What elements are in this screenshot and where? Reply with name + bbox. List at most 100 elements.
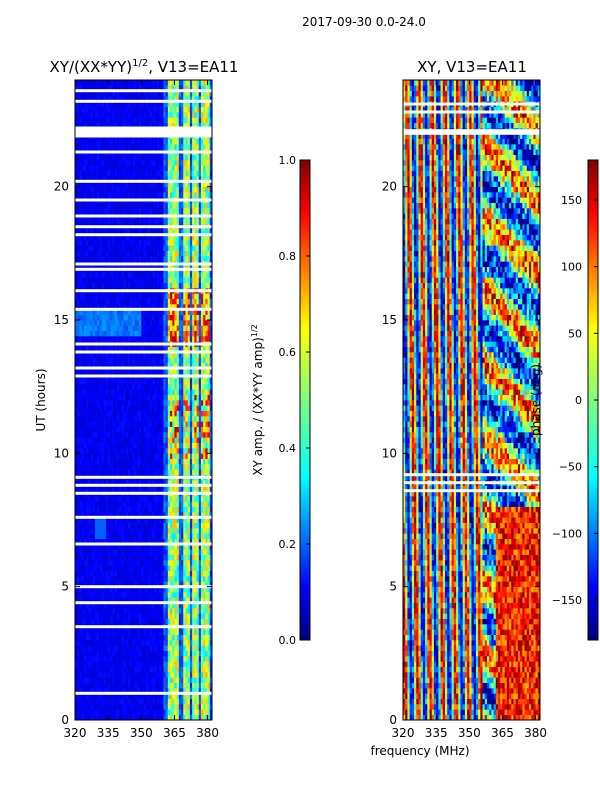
heat-cell <box>128 426 131 433</box>
heat-cell <box>99 330 102 337</box>
heat-cell <box>203 677 206 683</box>
heat-cell <box>185 426 188 433</box>
heat-cell <box>99 688 102 694</box>
heat-cell <box>134 698 138 705</box>
heat-cell <box>172 645 175 651</box>
heat-cell <box>165 640 169 646</box>
heat-cell <box>152 330 155 337</box>
heat-cell <box>176 501 180 507</box>
heat-cell <box>200 464 204 470</box>
heat-cell <box>90 661 93 667</box>
heat-cell <box>172 597 175 603</box>
heat-cell <box>209 656 213 662</box>
heat-cell <box>79 688 82 694</box>
heat-cell <box>189 405 193 411</box>
heat-cell <box>81 602 85 609</box>
heat-cell <box>108 362 111 369</box>
heat-cell <box>136 629 140 635</box>
heat-cell <box>172 672 175 678</box>
heat-cell <box>145 704 149 710</box>
heat-cell <box>185 336 188 342</box>
heat-cell <box>79 448 82 454</box>
heat-cell <box>154 672 158 678</box>
heat-cell <box>154 704 158 710</box>
heat-cell <box>187 661 191 667</box>
heat-cell <box>165 469 169 475</box>
heat-cell <box>203 528 206 534</box>
heat-cell <box>161 357 164 363</box>
heat-cell <box>183 512 186 518</box>
heat-cell <box>88 693 91 699</box>
heat-cell <box>200 581 204 587</box>
heat-cell <box>94 464 98 470</box>
heat-cell <box>77 320 80 326</box>
heat-cell <box>163 330 166 337</box>
heat-cell <box>125 464 129 470</box>
heat-cell <box>183 672 186 678</box>
heat-cell <box>174 560 177 566</box>
heat-cell <box>163 501 166 507</box>
heat-cell <box>161 378 164 385</box>
heat-cell <box>81 346 85 353</box>
heat-cell <box>183 357 186 363</box>
heat-cell <box>143 293 147 299</box>
heat-cell <box>90 506 93 513</box>
heat-cell <box>163 650 166 657</box>
heat-cell <box>192 421 195 427</box>
heat-cell <box>90 608 93 614</box>
heat-cell <box>97 592 100 598</box>
heat-cell <box>94 544 98 550</box>
heat-cell <box>167 698 171 705</box>
heat-cell <box>81 368 85 374</box>
heat-cell <box>167 704 171 710</box>
heat-cell <box>139 480 142 486</box>
heat-cell <box>105 469 109 475</box>
heat-cell <box>196 325 200 331</box>
heat-cell <box>112 336 116 342</box>
heat-cell <box>174 432 177 438</box>
heat-cell <box>161 629 164 635</box>
heat-cell <box>187 330 191 337</box>
heat-cell <box>194 410 197 417</box>
heat-cell <box>105 400 109 406</box>
heat-cell <box>99 464 102 470</box>
heat-cell <box>154 453 158 459</box>
heat-cell <box>203 309 206 315</box>
heat-cell <box>79 378 82 385</box>
heat-cell <box>132 581 135 587</box>
heat-cell <box>187 512 191 518</box>
heat-cell <box>172 512 175 518</box>
heat-cell <box>176 565 180 571</box>
heat-cell <box>123 645 127 651</box>
heat-cell <box>121 496 124 502</box>
heat-cell <box>94 688 98 694</box>
heat-cell <box>110 602 113 609</box>
heat-cell <box>207 554 211 561</box>
heat-cell <box>189 378 193 385</box>
heat-cell <box>178 437 182 443</box>
heat-cell <box>163 570 166 577</box>
heat-cell <box>116 592 120 598</box>
heat-cell <box>121 464 124 470</box>
heat-cell <box>134 480 138 486</box>
heat-cell <box>163 320 166 326</box>
heat-cell <box>79 394 82 401</box>
heat-cell <box>125 672 129 678</box>
heat-cell <box>163 293 166 299</box>
heat-cell <box>178 320 182 326</box>
heat-cell <box>88 634 91 641</box>
heat-cell <box>141 464 144 470</box>
heat-cell <box>209 448 213 454</box>
heat-cell <box>97 608 100 614</box>
heat-cell <box>203 533 206 539</box>
heat-cell <box>134 336 138 342</box>
heat-cell <box>119 314 122 321</box>
heat-cell <box>187 314 191 321</box>
heat-cell <box>167 645 171 651</box>
heat-cell <box>83 480 87 486</box>
heat-cell <box>207 533 211 539</box>
heat-cell <box>154 336 158 342</box>
heat-cell <box>161 320 164 326</box>
heat-cell <box>99 314 102 321</box>
heat-cell <box>194 634 197 641</box>
